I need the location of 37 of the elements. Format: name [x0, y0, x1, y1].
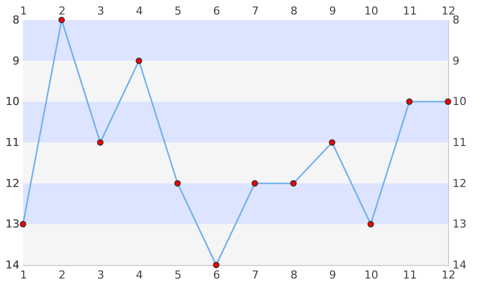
y2-tick-label: 13: [452, 218, 466, 231]
x-tick-label: 4: [136, 4, 143, 18]
x2-tick-label: 2: [58, 268, 66, 282]
x-tick-label: 8: [290, 4, 298, 18]
x2-tick-label: 11: [402, 268, 417, 282]
x2-tick-label: 6: [213, 268, 220, 282]
x-tick-label: 9: [329, 4, 336, 18]
y-tick-label: 11: [6, 136, 20, 149]
y2-tick-label: 14: [452, 258, 466, 272]
y2-tick-label: 11: [452, 136, 466, 149]
y2-tick-label: 8: [452, 14, 460, 26]
x2-tick-label: 8: [290, 268, 298, 282]
x-tick-label: 3: [97, 4, 104, 18]
y2-tick-label: 10: [452, 95, 466, 108]
x2-tick-label: 12: [442, 268, 456, 282]
x-tick-label: 1: [20, 4, 27, 18]
x2-tick-label: 10: [364, 268, 378, 282]
x2-tick-label: 7: [252, 268, 259, 282]
y2-tick-label: 12: [452, 176, 466, 190]
x-tick-label: 6: [213, 4, 220, 18]
y-tick-label: 12: [6, 176, 20, 190]
x2-tick-label: 1: [20, 268, 27, 282]
x-tick-label: 11: [402, 4, 417, 18]
x-tick-label: 10: [364, 4, 378, 18]
y-tick-label: 9: [12, 54, 20, 68]
y-tick-label: 13: [6, 218, 20, 231]
x2-tick-label: 5: [174, 268, 182, 282]
x2-tick-label: 3: [97, 268, 104, 282]
y2-tick-label: 9: [452, 54, 460, 68]
x-tick-label: 5: [174, 4, 182, 18]
y-tick-label: 10: [6, 95, 20, 108]
x-tick-label: 7: [252, 4, 259, 18]
x-tick-label: 2: [58, 4, 66, 18]
y-tick-label: 8: [12, 14, 20, 26]
x2-tick-label: 9: [329, 268, 336, 282]
x2-tick-label: 4: [136, 268, 143, 282]
y-tick-label: 14: [6, 258, 20, 272]
